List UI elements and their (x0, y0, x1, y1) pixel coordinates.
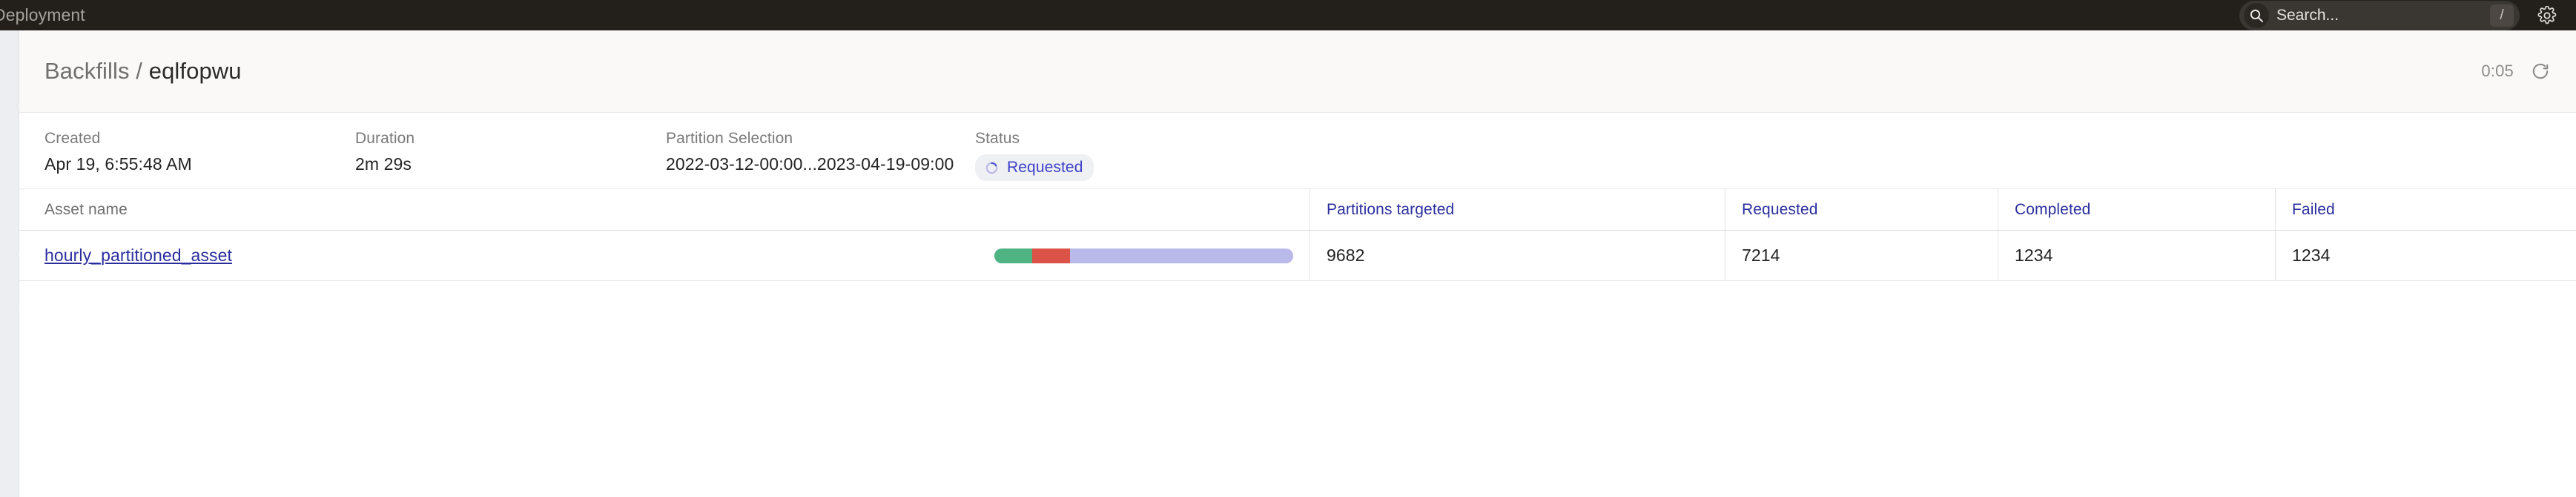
backfill-assets-table: Asset name Partitions targeted Requested… (19, 189, 2576, 497)
rail-segment-top (0, 30, 19, 106)
breadcrumb-parent[interactable]: Backfills / (44, 58, 149, 84)
cell-requested-value: 7214 (1742, 246, 1780, 265)
table-row: hourly_partitioned_asset 9682 7214 (19, 231, 2576, 281)
metadata-partition-selection: Partition Selection 2022-03-12-00:00...2… (666, 113, 954, 174)
status-badge[interactable]: Requested (975, 154, 1094, 181)
table-empty-area (19, 281, 2576, 497)
progress-segment-failed (1032, 248, 1071, 263)
cell-completed-value: 1234 (2015, 246, 2053, 265)
metadata-partition-value: 2022-03-12-00:00...2023-04-19-09:00 (666, 154, 954, 174)
search-shortcut-badge: / (2490, 4, 2514, 27)
metadata-duration-label: Duration (355, 130, 415, 147)
search-box[interactable]: Search... / (2239, 0, 2520, 30)
rail-segment-mid (0, 107, 19, 253)
cell-failed-value: 1234 (2292, 246, 2331, 265)
page-header: Backfills / eqlfopwu 0:05 (19, 30, 2576, 113)
column-header-requested[interactable]: Requested (1725, 189, 1998, 230)
refresh-icon[interactable] (2530, 61, 2551, 82)
cell-completed: 1234 (1998, 231, 2275, 280)
status-badge-label: Requested (1007, 159, 1083, 176)
topbar-right-group: Search... / (2239, 0, 2576, 30)
rail-segment-bottom (0, 309, 19, 497)
table-header-row: Asset name Partitions targeted Requested… (19, 189, 2576, 231)
metadata-created-value: Apr 19, 6:55:48 AM (44, 154, 192, 174)
column-header-failed[interactable]: Failed (2275, 189, 2576, 230)
asset-name-link[interactable]: hourly_partitioned_asset (44, 246, 233, 265)
column-header-partitions-targeted-label[interactable]: Partitions targeted (1327, 200, 1455, 218)
backfill-progress-bar (994, 248, 1293, 263)
metadata-status-label: Status (975, 130, 1020, 147)
cell-failed: 1234 (2275, 231, 2576, 280)
backfill-metadata-strip: Created Apr 19, 6:55:48 AM Duration 2m 2… (19, 113, 2576, 189)
metadata-created: Created Apr 19, 6:55:48 AM (44, 113, 192, 174)
cell-partitions-targeted-value: 9682 (1327, 246, 1365, 265)
column-header-completed-label[interactable]: Completed (2015, 200, 2091, 218)
search-input[interactable]: Search... (2276, 6, 2339, 24)
column-header-failed-label[interactable]: Failed (2292, 200, 2335, 218)
metadata-partition-label: Partition Selection (666, 130, 793, 147)
top-navigation-bar: Deployment Search... / (0, 0, 2576, 30)
main-content: Backfills / eqlfopwu 0:05 Created Apr 19… (19, 30, 2576, 497)
refresh-countdown: 0:05 (2481, 62, 2514, 80)
cell-requested: 7214 (1725, 231, 1998, 280)
metadata-created-label: Created (44, 130, 101, 147)
header-right-group: 0:05 (2481, 61, 2551, 82)
column-header-partitions-targeted[interactable]: Partitions targeted (1310, 189, 1725, 230)
spinner-icon (985, 161, 999, 175)
breadcrumb-current: eqlfopwu (148, 58, 242, 84)
cell-asset-name: hourly_partitioned_asset (19, 231, 1310, 280)
column-header-requested-label[interactable]: Requested (1742, 200, 1818, 218)
cell-partitions-targeted: 9682 (1310, 231, 1725, 280)
metadata-status: Status Requested (975, 113, 1094, 181)
column-header-asset-name: Asset name (19, 189, 1310, 230)
metadata-duration-value: 2m 29s (355, 154, 412, 174)
topbar-left-group: Deployment (0, 0, 85, 30)
left-sidebar-rail[interactable] (0, 30, 19, 497)
column-header-asset-name-label: Asset name (44, 200, 128, 218)
metadata-duration: Duration 2m 29s (355, 113, 415, 174)
progress-segment-completed (994, 248, 1033, 263)
progress-segment-requested (1070, 248, 1293, 263)
search-icon (2244, 2, 2269, 28)
rail-segment-lower (0, 254, 19, 309)
page-title: Backfills / eqlfopwu (44, 58, 242, 85)
column-header-completed[interactable]: Completed (1998, 189, 2275, 230)
gear-icon[interactable] (2534, 3, 2560, 28)
deployment-label[interactable]: Deployment (0, 5, 85, 24)
